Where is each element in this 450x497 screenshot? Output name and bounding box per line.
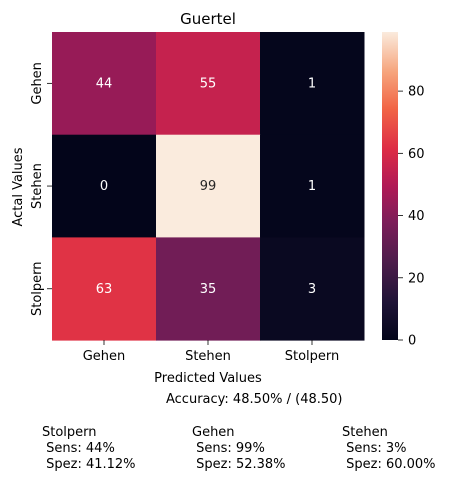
colorbar-axis: 0 20 40 60 80 xyxy=(398,85,425,349)
colorbar-tick-label: 0 xyxy=(408,334,416,349)
heatmap-cell-label: 0 xyxy=(100,179,108,194)
y-axis-label: Actal Values xyxy=(11,147,26,226)
heatmap-cell xyxy=(156,134,261,238)
metric-sens: Sens: 99% xyxy=(192,441,265,456)
metric-name: Gehen xyxy=(192,425,235,440)
class-metrics: Stolpern Sens: 44% Spez: 41.12% Gehen Sen… xyxy=(42,425,436,472)
heatmap-cell xyxy=(52,237,157,341)
metric-sens: Sens: 44% xyxy=(42,441,115,456)
metric-spez: Spez: 52.38% xyxy=(192,457,286,472)
x-tick-label: Stolpern xyxy=(285,349,340,364)
heatmap-cell xyxy=(260,237,365,341)
heatmap-cell xyxy=(52,32,157,136)
x-tick-label: Gehen xyxy=(83,349,126,364)
heatmap-cell-label: 63 xyxy=(96,282,113,297)
heatmap-cell-label: 3 xyxy=(308,282,316,297)
heatmap-cell xyxy=(156,237,261,341)
colorbar-tick-label: 40 xyxy=(408,209,425,224)
heatmap-cell-label: 55 xyxy=(200,76,217,91)
metric-name: Stolpern xyxy=(42,425,97,440)
heatmap-cell xyxy=(260,134,365,238)
metric-name: Stehen xyxy=(342,425,388,440)
y-tick-label: Stolpern xyxy=(30,261,45,316)
x-axis-label: Predicted Values xyxy=(154,371,262,386)
metric-sens: Sens: 3% xyxy=(342,441,407,456)
y-axis: Gehen Stehen Stolpern xyxy=(30,62,52,316)
metric-block: Stehen Sens: 3% Spez: 60.00% xyxy=(342,425,436,472)
heatmap-cell-label: 35 xyxy=(200,282,217,297)
heatmap-cell-label: 1 xyxy=(308,76,316,91)
accuracy-text: Accuracy: 48.50% / (48.50) xyxy=(166,392,343,407)
chart-title: Guertel xyxy=(180,10,236,28)
colorbar-tick-label: 20 xyxy=(408,271,425,286)
heatmap-cells xyxy=(52,32,365,341)
heatmap-cell xyxy=(156,32,261,136)
x-axis: Gehen Stehen Stolpern xyxy=(83,340,340,364)
heatmap-cell-labels: 44 55 1 0 99 1 63 35 3 xyxy=(96,76,316,296)
heatmap-cell-label: 44 xyxy=(96,76,113,91)
y-tick-label: Gehen xyxy=(30,62,45,105)
colorbar-tick-label: 80 xyxy=(408,85,425,100)
metric-block: Stolpern Sens: 44% Spez: 41.12% xyxy=(42,425,136,472)
x-tick-label: Stehen xyxy=(185,349,231,364)
heatmap-cell-label: 1 xyxy=(308,179,316,194)
metric-spez: Spez: 60.00% xyxy=(342,457,436,472)
metric-block: Gehen Sens: 99% Spez: 52.38% xyxy=(192,425,286,472)
colorbar xyxy=(382,32,398,340)
y-tick-label: Stehen xyxy=(30,163,45,209)
colorbar-tick-label: 60 xyxy=(408,147,425,162)
heatmap-cell xyxy=(52,134,157,238)
metric-spez: Spez: 41.12% xyxy=(42,457,136,472)
heatmap-cell-label: 99 xyxy=(200,179,217,194)
heatmap-cell xyxy=(260,32,365,136)
